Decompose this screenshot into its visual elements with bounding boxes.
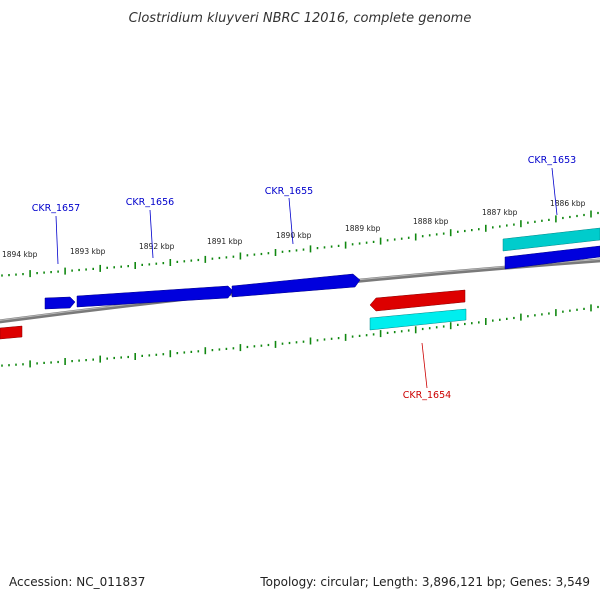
genome-summary-text: Topology: circular; Length: 3,896,121 bp… — [259, 575, 590, 589]
lower-scale — [1, 304, 599, 368]
upper-scale — [1, 210, 599, 278]
scale-label: 1891 kbp — [207, 237, 243, 246]
scale-label: 1894 kbp — [2, 250, 38, 259]
accession-text: Accession: NC_011837 — [9, 575, 145, 589]
label-line-ckr-1657 — [55, 215, 59, 265]
scale-label: 1886 kbp — [550, 199, 586, 208]
gene-label-ckr-1653[interactable]: CKR_1653 — [528, 155, 576, 166]
scale-label: 1888 kbp — [413, 217, 449, 226]
label-line-ckr-1656 — [149, 209, 154, 259]
gene-arrow-ckr-1656[interactable] — [76, 285, 234, 308]
scale-label: 1887 kbp — [482, 208, 518, 217]
gene-label-ckr-1657[interactable]: CKR_1657 — [32, 203, 80, 214]
gene-arrow-ckr-1654[interactable] — [369, 289, 466, 312]
gene-label-ckr-1656[interactable]: CKR_1656 — [126, 197, 174, 208]
gene-arrow-ckr-1655[interactable] — [231, 273, 361, 298]
map-title: Clostridium kluyveri NBRC 12016, complet… — [129, 11, 472, 26]
gene-label-ckr-1655[interactable]: CKR_1655 — [265, 186, 313, 197]
scale-label: 1889 kbp — [345, 224, 381, 233]
rna-feature-lower[interactable] — [369, 308, 467, 331]
label-line-ckr-1654 — [421, 342, 428, 389]
gene-arrow-left-edge[interactable] — [0, 325, 23, 340]
rna-feature-upper[interactable] — [502, 227, 600, 252]
scale-label: 1890 kbp — [276, 231, 312, 240]
label-line-ckr-1653 — [551, 167, 558, 216]
label-line-ckr-1655 — [288, 197, 294, 245]
gene-label-ckr-1654[interactable]: CKR_1654 — [403, 390, 451, 401]
gene-arrow-ckr-1653[interactable] — [504, 245, 600, 270]
gene-arrow-ckr-1657[interactable] — [44, 296, 76, 310]
scale-label: 1892 kbp — [139, 242, 175, 251]
scale-label: 1893 kbp — [70, 247, 106, 256]
